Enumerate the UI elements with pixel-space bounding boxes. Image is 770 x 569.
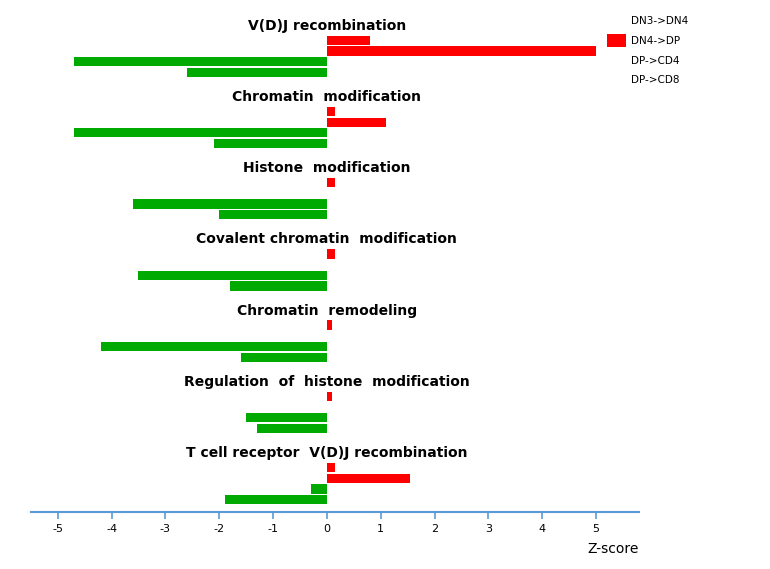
- Text: Histone  modification: Histone modification: [243, 161, 410, 175]
- Text: V(D)J recombination: V(D)J recombination: [248, 19, 406, 33]
- Bar: [241, 353, 327, 362]
- Bar: [74, 57, 327, 66]
- Bar: [187, 68, 327, 77]
- Text: Chromatin  remodeling: Chromatin remodeling: [237, 304, 417, 318]
- Text: DP->CD4: DP->CD4: [631, 56, 680, 65]
- Bar: [311, 484, 327, 493]
- Bar: [257, 424, 327, 433]
- Bar: [246, 413, 327, 422]
- Bar: [327, 36, 370, 45]
- Bar: [230, 281, 327, 291]
- Bar: [327, 249, 335, 258]
- Bar: [74, 128, 327, 138]
- Text: Regulation  of  histone  modification: Regulation of histone modification: [184, 375, 470, 389]
- Bar: [327, 107, 335, 116]
- Text: DP->CD8: DP->CD8: [631, 76, 680, 85]
- Bar: [214, 139, 327, 148]
- Bar: [327, 178, 335, 187]
- Bar: [225, 495, 327, 504]
- Bar: [139, 271, 327, 280]
- Bar: [327, 463, 335, 472]
- Bar: [219, 210, 327, 220]
- Bar: [133, 199, 327, 209]
- Text: DN4->DP: DN4->DP: [631, 36, 680, 46]
- Text: DN3->DN4: DN3->DN4: [631, 15, 688, 26]
- Bar: [101, 342, 327, 351]
- Bar: [327, 473, 410, 483]
- Bar: [327, 320, 333, 330]
- Bar: [327, 118, 386, 127]
- Bar: [327, 391, 333, 401]
- X-axis label: Z-score: Z-score: [588, 542, 639, 556]
- Text: Covalent chromatin  modification: Covalent chromatin modification: [196, 232, 457, 246]
- FancyBboxPatch shape: [607, 34, 626, 47]
- Text: Chromatin  modification: Chromatin modification: [233, 90, 421, 104]
- Text: T cell receptor  V(D)J recombination: T cell receptor V(D)J recombination: [186, 446, 467, 460]
- Bar: [327, 46, 596, 56]
